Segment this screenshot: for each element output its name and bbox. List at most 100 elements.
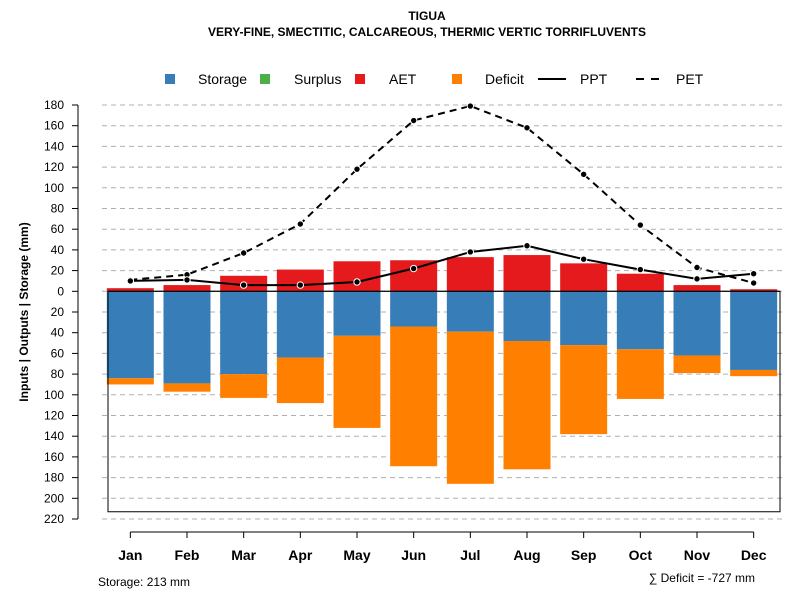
bar-deficit-mar (220, 374, 268, 398)
y-tick-label: 20 (51, 264, 65, 278)
point-pet-oct (636, 221, 645, 229)
legend-swatch-deficit (452, 74, 462, 84)
bar-deficit-nov (673, 355, 721, 374)
point-pet-sep (579, 170, 588, 179)
chart-subtitle: VERY-FINE, SMECTITIC, CALCAREOUS, THERMI… (208, 25, 646, 39)
y-tick-label: 60 (51, 222, 65, 236)
legend-label-deficit: Deficit (485, 71, 524, 87)
point-pet-mar (239, 249, 248, 257)
point-ppt-jun (409, 264, 418, 273)
bar-deficit-oct (616, 349, 664, 399)
y-tick-label: 200 (44, 491, 64, 505)
bar-storage-apr (276, 291, 324, 358)
y-tick-label: 40 (51, 326, 65, 340)
x-tick-label-oct: Oct (629, 547, 653, 563)
bar-deficit-dec (730, 369, 778, 377)
point-pet-jun (409, 116, 418, 125)
plot-frame (107, 290, 781, 513)
bars (106, 255, 778, 484)
bar-storage-jan (106, 291, 154, 379)
point-ppt-sep (579, 255, 588, 263)
series-lines (126, 102, 758, 289)
legend-swatch-storage (165, 74, 175, 84)
bar-storage-may (333, 291, 381, 336)
bar-storage-jun (390, 291, 438, 327)
y-tick-label: 180 (44, 98, 64, 112)
point-ppt-nov (693, 275, 701, 283)
point-ppt-jul (466, 248, 475, 256)
bar-aet-oct (616, 273, 664, 292)
x-tick-label-jul: Jul (460, 547, 480, 563)
bar-deficit-feb (163, 383, 211, 392)
legend-label-storage: Storage (198, 71, 247, 87)
point-ppt-feb (183, 276, 191, 284)
bar-storage-jul (446, 291, 494, 332)
bar-deficit-jan (106, 378, 154, 385)
legend: Storage Surplus AET Deficit PPT PET (165, 71, 704, 87)
line-pet (130, 104, 754, 284)
bar-aet-aug (503, 255, 551, 292)
legend-label-ppt: PPT (580, 71, 608, 87)
y-tick-label: 140 (44, 429, 64, 443)
chart-title: TIGUA (408, 9, 446, 23)
y-tick-label: 100 (44, 388, 64, 402)
x-tick-label-jun: Jun (401, 547, 426, 563)
y-tick-label: 120 (44, 160, 64, 174)
y-tick-label: 220 (44, 512, 64, 526)
x-tick-label-aug: Aug (513, 547, 540, 563)
bar-deficit-apr (276, 357, 324, 404)
y-axis: 1801601401201008060402002040608010012014… (44, 98, 79, 526)
legend-label-pet: PET (676, 71, 704, 87)
y-tick-label: 160 (44, 119, 64, 133)
bar-deficit-jul (446, 331, 494, 484)
bar-deficit-may (333, 335, 381, 428)
x-tick-label-feb: Feb (175, 547, 200, 563)
storage-note: Storage: 213 mm (98, 575, 190, 589)
bar-storage-feb (163, 291, 211, 384)
line-ppt (130, 244, 754, 287)
point-pet-may (353, 165, 361, 173)
bar-aet-nov (673, 285, 721, 292)
point-ppt-oct (636, 265, 645, 274)
y-tick-label: 120 (44, 409, 64, 423)
y-tick-label: 180 (44, 471, 64, 485)
legend-swatch-surplus (260, 74, 270, 84)
bar-aet-jan (106, 288, 154, 292)
x-tick-label-dec: Dec (741, 547, 767, 563)
y-tick-label: 80 (51, 367, 65, 381)
x-tick-label-jan: Jan (118, 547, 142, 563)
point-ppt-apr (296, 281, 305, 289)
bar-aet-dec (730, 289, 778, 292)
point-ppt-mar (239, 281, 248, 289)
legend-label-surplus: Surplus (294, 71, 341, 87)
point-pet-nov (693, 263, 701, 272)
bar-storage-nov (673, 291, 721, 356)
point-ppt-jan (126, 277, 135, 285)
y-tick-label: 40 (51, 243, 65, 257)
point-ppt-aug (523, 242, 531, 250)
y-tick-label: 100 (44, 181, 64, 195)
bar-storage-dec (730, 291, 778, 370)
x-tick-label-mar: Mar (231, 547, 256, 563)
point-pet-aug (523, 124, 531, 132)
y-tick-label: 20 (51, 305, 65, 319)
bar-aet-feb (163, 285, 211, 292)
bar-deficit-jun (390, 326, 438, 467)
bar-aet-jul (446, 257, 494, 292)
y-axis-label: Inputs | Outputs | Storage (mm) (17, 222, 31, 401)
y-tick-label: 160 (44, 450, 64, 464)
point-pet-jul (466, 102, 475, 110)
bar-storage-sep (560, 291, 608, 346)
point-pet-apr (296, 220, 305, 228)
x-tick-label-sep: Sep (571, 547, 597, 563)
x-tick-label-may: May (343, 547, 370, 563)
y-tick-label: 60 (51, 346, 65, 360)
bar-storage-mar (220, 291, 268, 375)
y-tick-label: 140 (44, 139, 64, 153)
legend-label-aet: AET (389, 71, 417, 87)
point-ppt-may (353, 278, 361, 286)
x-tick-label-nov: Nov (684, 547, 711, 563)
bar-deficit-sep (560, 345, 608, 435)
bar-aet-may (333, 261, 381, 292)
